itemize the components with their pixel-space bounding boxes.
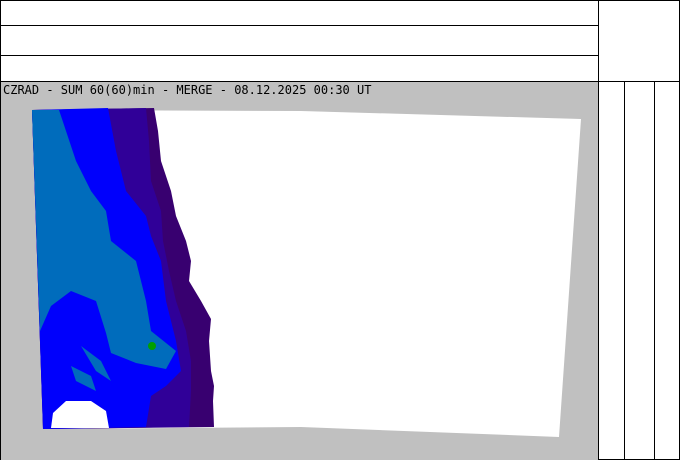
header-row-3 [0,55,599,82]
legend-column-2 [624,81,655,460]
info-panel [598,0,680,82]
no-precip-patch [51,401,109,428]
radar-image [32,108,581,437]
precip-level-5 [148,342,156,350]
legend-column-1 [598,81,625,460]
radar-map[interactable]: CZRAD - SUM 60(60)min - MERGE - 08.12.20… [0,81,598,460]
header-row-1 [0,0,599,26]
map-title: CZRAD - SUM 60(60)min - MERGE - 08.12.20… [3,83,372,97]
precip-level-4-streak [71,366,96,391]
precip-level-4 [32,110,176,369]
legend-column-3 [654,81,680,460]
header-row-2 [0,25,599,56]
precip-level-4-streak [81,346,111,381]
